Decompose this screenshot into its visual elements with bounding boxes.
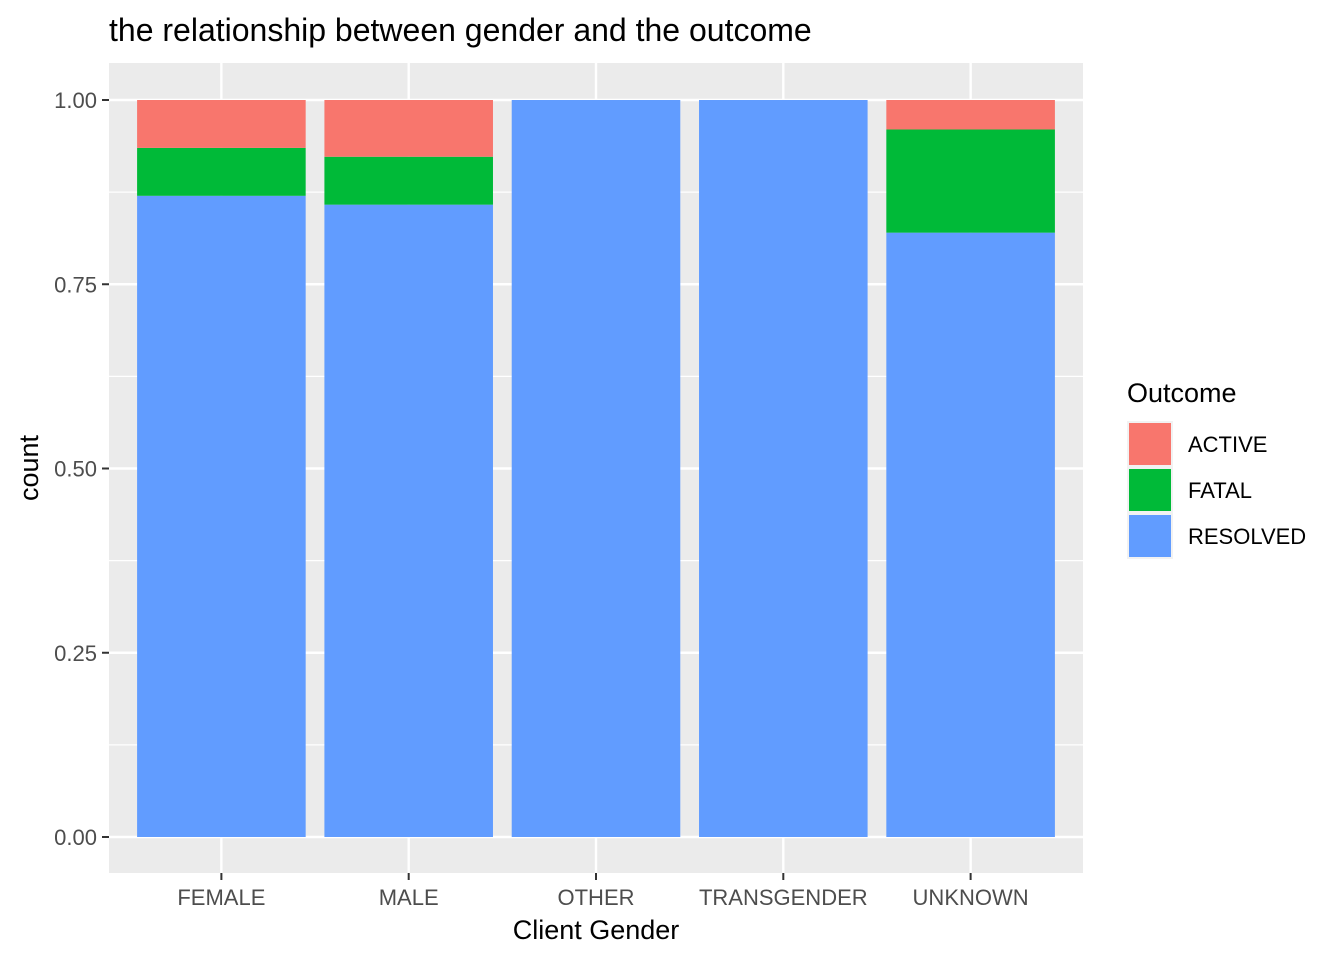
legend: Outcome ACTIVE FATAL RESOLVED bbox=[1127, 378, 1306, 559]
legend-label-fatal: FATAL bbox=[1188, 478, 1252, 503]
x-axis: FEMALE MALE OTHER TRANSGENDER UNKNOWN bbox=[177, 873, 1029, 910]
legend-label-resolved: RESOLVED bbox=[1188, 524, 1306, 549]
y-tick-label: 1.00 bbox=[54, 88, 97, 113]
y-tick-label: 0.50 bbox=[54, 457, 97, 482]
y-axis: 0.00 0.25 0.50 0.75 1.00 bbox=[54, 88, 109, 850]
chart-title: the relationship between gender and the … bbox=[109, 12, 812, 48]
bar-male-active bbox=[324, 100, 493, 157]
x-tick-label: UNKNOWN bbox=[913, 885, 1029, 910]
y-axis-title: count bbox=[14, 434, 44, 501]
bar-unknown-fatal bbox=[886, 129, 1055, 233]
bar-male-resolved bbox=[324, 204, 493, 838]
legend-key-fatal bbox=[1129, 469, 1171, 511]
legend-key-resolved bbox=[1129, 515, 1171, 557]
legend-title: Outcome bbox=[1127, 378, 1237, 408]
x-tick-label: TRANSGENDER bbox=[699, 885, 868, 910]
legend-key-active bbox=[1129, 423, 1171, 465]
bar-transgender-resolved bbox=[699, 100, 868, 837]
bar-unknown-active bbox=[886, 100, 1055, 130]
x-tick-label: OTHER bbox=[558, 885, 635, 910]
bar-female-resolved bbox=[137, 195, 306, 837]
y-tick-label: 0.00 bbox=[54, 825, 97, 850]
y-tick-label: 0.75 bbox=[54, 272, 97, 297]
x-axis-title: Client Gender bbox=[513, 915, 680, 945]
legend-label-active: ACTIVE bbox=[1188, 432, 1267, 457]
x-tick-label: MALE bbox=[379, 885, 439, 910]
bar-female-fatal bbox=[137, 147, 306, 196]
bar-unknown-resolved bbox=[886, 232, 1055, 837]
bar-other-resolved bbox=[511, 100, 681, 837]
bars bbox=[137, 100, 1055, 838]
x-tick-label: FEMALE bbox=[177, 885, 265, 910]
y-tick-label: 0.25 bbox=[54, 641, 97, 666]
bar-female-active bbox=[137, 100, 306, 148]
bar-male-fatal bbox=[324, 156, 493, 205]
